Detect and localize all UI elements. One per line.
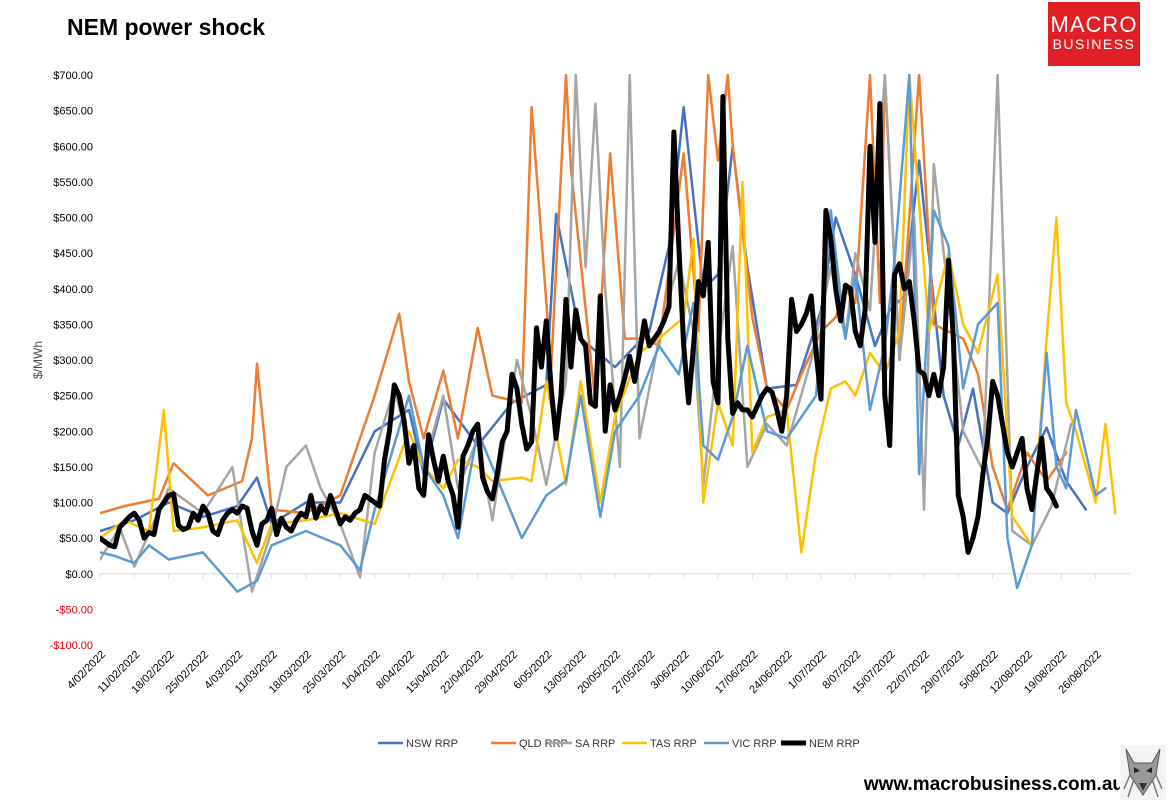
wolf-mascot-icon xyxy=(1120,745,1166,800)
macrobusiness-logo: MACRO BUSINESS xyxy=(1048,2,1140,66)
y-tick-label: $500.00 xyxy=(53,213,93,225)
y-tick-label: $650.00 xyxy=(53,106,93,118)
y-tick-label: $350.00 xyxy=(53,319,93,331)
legend-label: QLD RRP xyxy=(519,738,568,750)
y-axis-label: $/MWh xyxy=(31,341,45,379)
y-tick-label: $50.00 xyxy=(59,533,93,545)
y-tick-label: -$100.00 xyxy=(50,640,93,652)
legend: NSW RRP QLD RRP SA RRP TAS RRP VIC RRP NEM RR… xyxy=(378,738,860,750)
series-line-nem-rrp xyxy=(100,93,1059,555)
y-tick-label: $600.00 xyxy=(53,141,93,153)
chart-title: NEM power shock xyxy=(67,14,266,40)
logo-line1: MACRO xyxy=(1050,12,1138,37)
series-line-vic-rrp xyxy=(100,74,1107,593)
y-tick-label: $300.00 xyxy=(53,355,93,367)
y-tick-label: $550.00 xyxy=(53,177,93,189)
legend-label: NSW RRP xyxy=(406,738,458,750)
y-tick-label: $250.00 xyxy=(53,391,93,403)
legend-label: TAS RRP xyxy=(650,738,697,750)
y-tick-label: $100.00 xyxy=(53,498,93,510)
y-tick-label: -$50.00 xyxy=(56,604,93,616)
y-axis: $700.00 $650.00 $600.00 $550.00 $500.00 $450.… xyxy=(50,70,93,652)
series-lines xyxy=(100,74,1117,593)
y-tick-label: $0.00 xyxy=(65,569,93,581)
y-tick-label: $700.00 xyxy=(53,70,93,82)
x-axis: 4/02/202211/02/202218/02/202225/02/20224… xyxy=(65,573,1130,696)
y-tick-label: $450.00 xyxy=(53,248,93,260)
logo-line2: BUSINESS xyxy=(1052,36,1136,52)
series-line-tas-rrp xyxy=(100,74,1117,565)
legend-label: NEM RRP xyxy=(809,738,860,750)
y-tick-label: $150.00 xyxy=(53,462,93,474)
y-tick-label: $200.00 xyxy=(53,426,93,438)
website-url: www.macrobusiness.com.au xyxy=(863,774,1124,795)
legend-label: SA RRP xyxy=(575,738,615,750)
legend-label: VIC RRP xyxy=(732,738,777,750)
y-tick-label: $400.00 xyxy=(53,284,93,296)
series-line-sa-rrp xyxy=(100,74,1073,593)
